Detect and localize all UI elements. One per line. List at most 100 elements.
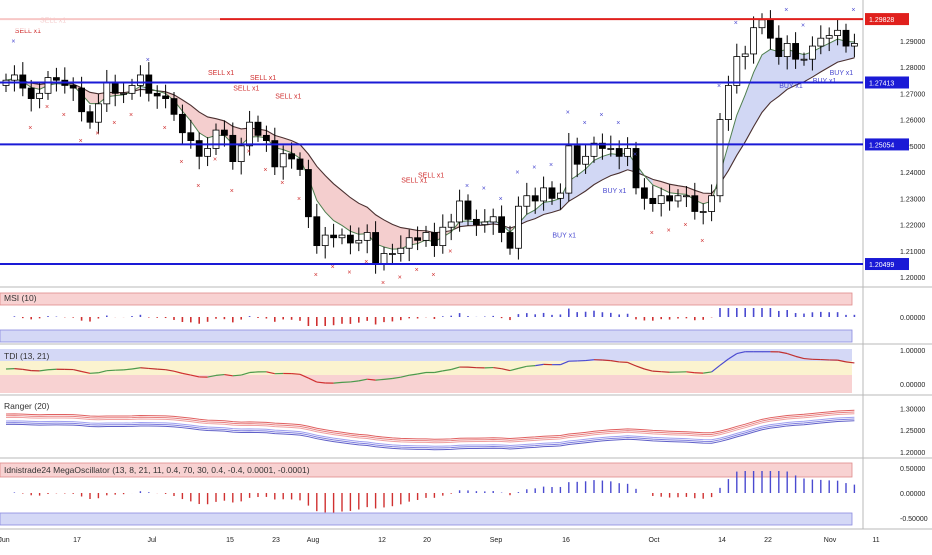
bearish-candle: [79, 88, 85, 112]
mega-tick-label: 0.00000: [900, 491, 925, 498]
bullish-candle: [608, 148, 614, 149]
bullish-candle: [751, 28, 757, 54]
bullish-candle: [709, 196, 715, 212]
bearish-candle: [146, 75, 152, 93]
date-tick-label: 15: [226, 537, 234, 544]
bearish-candle: [255, 122, 261, 135]
bullish-candle: [566, 146, 572, 193]
bullish-candle: [482, 222, 488, 225]
sell-signal-cross: ×: [112, 120, 116, 127]
bearish-candle: [230, 135, 236, 161]
sell-signal-cross: ×: [448, 248, 452, 255]
bullish-candle: [121, 93, 127, 94]
level-price-label: 1.27413: [869, 80, 894, 87]
bullish-candle: [801, 59, 807, 60]
buy-signal-cross: ×: [465, 183, 469, 190]
date-tick-label: Nov: [824, 537, 837, 544]
bearish-candle: [196, 141, 202, 157]
date-tick-label: 23: [272, 537, 280, 544]
bullish-candle: [490, 217, 496, 222]
level-price-label: 1.29828: [869, 17, 894, 24]
buy-signal-cross: ×: [801, 23, 805, 30]
bearish-candle: [650, 198, 656, 203]
sell-signal-cross: ×: [667, 227, 671, 234]
date-tick-label: Sep: [490, 537, 503, 544]
buy-signal-cross: ×: [532, 164, 536, 171]
tdi-upper-zone: [0, 349, 852, 361]
bullish-candle: [205, 148, 211, 156]
sell-signal-label: SELL x1: [250, 75, 276, 82]
ranger-tick-label: 1.20000: [900, 450, 925, 457]
bearish-candle: [667, 196, 673, 201]
bearish-candle: [641, 188, 647, 199]
bullish-candle: [389, 253, 395, 254]
bearish-candle: [28, 88, 34, 99]
price-tick-label: 1.29000: [900, 39, 925, 46]
sell-signal-label: SELL x1: [418, 172, 444, 179]
bearish-candle: [692, 196, 698, 212]
date-tick-label: 20: [423, 537, 431, 544]
bearish-candle: [87, 112, 93, 123]
date-tick-label: 17: [73, 537, 81, 544]
msi-title: MSI (10): [4, 293, 37, 303]
sell-signal-cross: ×: [331, 264, 335, 271]
sell-signal-label: SELL x1: [275, 94, 301, 101]
bearish-candle: [532, 196, 538, 201]
level-price-label: 1.25054: [869, 142, 894, 149]
sell-signal-cross: ×: [415, 267, 419, 274]
bullish-candle: [809, 46, 815, 59]
sell-signal-cross: ×: [230, 188, 234, 195]
bearish-candle: [347, 235, 353, 243]
price-tick-label: 1.23000: [900, 196, 925, 203]
bullish-candle: [675, 196, 681, 201]
bullish-candle: [457, 201, 463, 222]
tdi-line-segment: [468, 367, 476, 368]
buy-signal-label: BUY x1: [552, 233, 576, 240]
price-tick-label: 1.27000: [900, 91, 925, 98]
buy-signal-cross: ×: [616, 120, 620, 127]
bearish-candle: [415, 238, 421, 241]
buy-signal-cross: ×: [549, 162, 553, 169]
bullish-candle: [784, 43, 790, 56]
sell-signal-cross: ×: [263, 167, 267, 174]
date-tick-label: Aug: [307, 537, 320, 544]
buy-signal-label: BUY x1: [779, 83, 803, 90]
sell-signal-cross: ×: [347, 269, 351, 276]
tdi-tick-label: 1.00000: [900, 348, 925, 355]
tdi-line-segment: [334, 382, 342, 383]
tdi-line-segment: [586, 360, 594, 361]
buy-signal-cross: ×: [583, 120, 587, 127]
mega-tick-label: 0.50000: [900, 466, 925, 473]
sell-signal-cross: ×: [45, 104, 49, 111]
ranger-title: Ranger (20): [4, 401, 50, 411]
bullish-candle: [398, 248, 404, 253]
bearish-candle: [776, 38, 782, 56]
bullish-candle: [826, 36, 832, 39]
sell-signal-cross: ×: [213, 157, 217, 164]
bullish-candle: [742, 54, 748, 57]
level-price-label: 1.20499: [869, 262, 894, 269]
bullish-candle: [851, 43, 857, 46]
bullish-candle: [448, 222, 454, 227]
sell-signal-label: SELL x1: [208, 70, 234, 77]
bearish-candle: [465, 201, 471, 219]
bearish-candle: [507, 232, 513, 248]
sell-signal-cross: ×: [196, 183, 200, 190]
sell-signal-cross: ×: [62, 112, 66, 119]
bearish-candle: [188, 133, 194, 141]
bullish-candle: [104, 83, 110, 104]
date-tick-label: 11: [872, 537, 879, 544]
buy-signal-cross: ×: [11, 38, 15, 45]
bullish-candle: [95, 104, 101, 122]
tdi-title: TDI (13, 21): [4, 351, 50, 361]
sell-signal-cross: ×: [163, 125, 167, 132]
sell-signal-cross: ×: [95, 130, 99, 137]
tdi-line-segment: [140, 368, 148, 369]
buy-signal-cross: ×: [717, 83, 721, 90]
bullish-candle: [356, 240, 362, 243]
bullish-candle: [280, 154, 286, 167]
sell-signal-cross: ×: [28, 125, 32, 132]
tdi-line-segment: [149, 368, 157, 369]
tdi-line-segment: [250, 372, 258, 373]
